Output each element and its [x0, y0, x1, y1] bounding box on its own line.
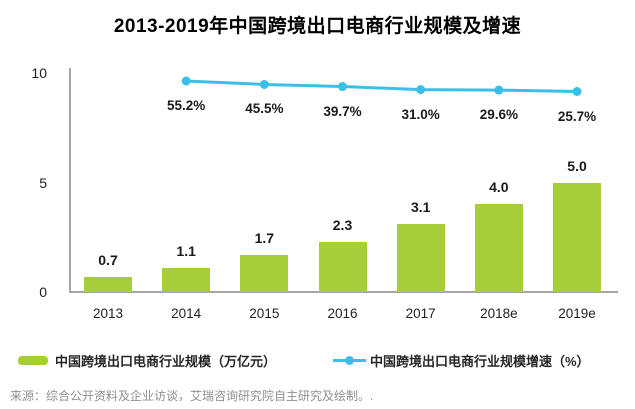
x-axis-category-label: 2014 [171, 306, 202, 321]
line-point [416, 85, 426, 95]
bar-2019e [553, 182, 602, 292]
legend: 中国跨境出口电商行业规模（万亿元） 中国跨境出口电商行业规模增速（%） [0, 351, 635, 369]
bar-2016 [318, 241, 367, 292]
line-point [494, 85, 504, 95]
bar-swatch-icon [18, 355, 48, 365]
x-axis-line [69, 291, 618, 293]
growth-value-label: 29.6% [479, 107, 518, 123]
bar-value-label: 1.1 [176, 242, 196, 259]
growth-line [186, 79, 578, 93]
bar-2013 [84, 276, 132, 292]
line-swatch-dot [345, 355, 354, 365]
chart-title: 2013-2019年中国跨境出口电商行业规模及增速 [113, 16, 522, 37]
bar-2017 [396, 224, 445, 292]
bar-value-label: 3.1 [410, 199, 431, 216]
x-axis-category-label: 2019e [558, 306, 596, 321]
x-axis-category-label: 2018e [480, 306, 518, 321]
growth-value-label: 55.2% [167, 98, 206, 113]
y-axis-tick-label: 0 [39, 284, 47, 300]
growth-value-label: 25.7% [557, 108, 597, 124]
line-swatch-icon [333, 352, 366, 368]
line-point [181, 76, 191, 86]
source-note: 来源：综合公开资料及企业访谈，艾瑞咨询研究院自主研究及绘制。. [10, 389, 374, 403]
x-axis-category-label: 2013 [92, 306, 124, 321]
y-axis-tick-label: 10 [31, 65, 47, 81]
bar-value-label: 2.3 [332, 216, 353, 233]
x-axis-category-label: 2016 [327, 306, 358, 321]
bar-value-label: 4.0 [489, 179, 509, 196]
line-point [572, 87, 582, 96]
x-axis-category-label: 2017 [405, 306, 436, 321]
legend-item-scale: 中国跨境出口电商行业规模（万亿元） [18, 351, 276, 369]
line-point [259, 79, 269, 89]
bar-2014 [162, 267, 211, 292]
bar-value-label: 1.7 [254, 229, 275, 246]
growth-value-label: 39.7% [323, 103, 362, 119]
bar-2015 [240, 254, 289, 292]
y-axis-tick-label: 5 [39, 174, 47, 191]
x-axis-category-label: 2015 [249, 306, 280, 321]
growth-value-label: 45.5% [245, 101, 284, 117]
line-point [338, 82, 348, 92]
bar-value-label: 5.0 [567, 157, 587, 174]
legend-item-growth: 中国跨境出口电商行业规模增速（%） [333, 351, 590, 369]
legend-label-growth: 中国跨境出口电商行业规模增速（%） [370, 353, 590, 369]
legend-label-scale: 中国跨境出口电商行业规模（万亿元） [55, 353, 277, 369]
bar-value-label: 0.7 [98, 251, 118, 268]
y-axis-line [69, 68, 71, 292]
growth-value-label: 31.0% [401, 106, 440, 122]
bar-2018e [474, 204, 523, 292]
